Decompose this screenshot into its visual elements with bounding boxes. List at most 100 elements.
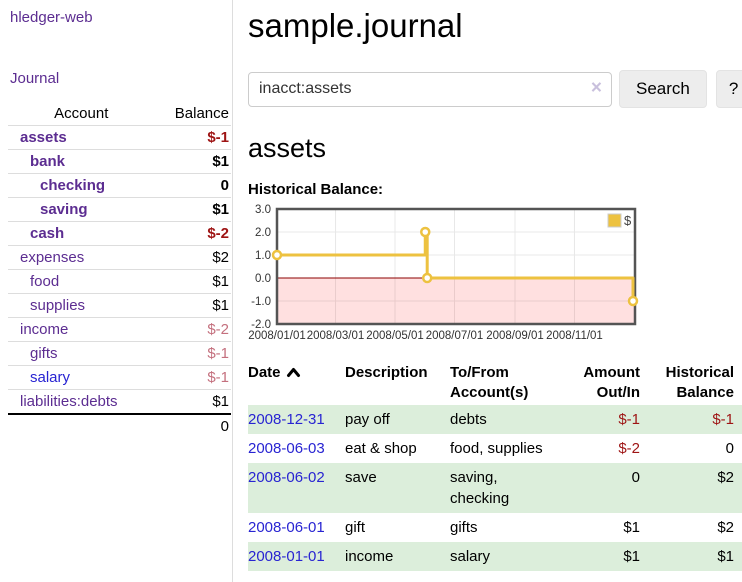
account-row-checking: checking 0 xyxy=(8,173,231,198)
account-row-liabilities-debts: liabilities:debts $1 xyxy=(8,389,231,415)
page-title: sample.journal xyxy=(248,7,463,44)
transaction-date-link[interactable]: 2008-06-02 xyxy=(248,469,325,486)
help-button[interactable]: ? xyxy=(715,70,742,108)
accounts-header-balance: Balance xyxy=(174,105,229,122)
account-link-cash[interactable]: cash xyxy=(30,225,65,242)
transaction-description: income xyxy=(345,548,394,565)
svg-text:2008/05/01: 2008/05/01 xyxy=(366,330,424,342)
register-row: 2008-06-03 eat & shop food, supplies $-2… xyxy=(248,434,742,463)
transaction-balance: $1 xyxy=(717,548,734,565)
accounts-header-account: Account xyxy=(54,105,109,122)
account-link-liabilities-debts[interactable]: liabilities:debts xyxy=(20,393,118,410)
svg-text:2008/07/01: 2008/07/01 xyxy=(426,330,484,342)
svg-text:2008/01/01: 2008/01/01 xyxy=(248,330,306,342)
account-row-supplies: supplies $1 xyxy=(8,293,231,318)
account-balance: $-1 xyxy=(207,369,229,386)
account-row-salary: salary $-1 xyxy=(8,365,231,390)
transaction-date-link[interactable]: 2008-06-03 xyxy=(248,440,325,457)
svg-text:2008/03/01: 2008/03/01 xyxy=(307,330,365,342)
transaction-balance: $2 xyxy=(717,469,734,486)
transaction-balance: $2 xyxy=(717,519,734,536)
sidebar: hledger-web Journal Account Balance asse… xyxy=(0,0,233,582)
date-header-label: Date xyxy=(248,364,281,381)
account-heading: assets xyxy=(248,133,327,163)
account-balance: $-2 xyxy=(207,321,229,338)
register-header-tofrom: To/From Account(s) xyxy=(450,364,529,401)
sort-ascending-icon xyxy=(286,368,300,377)
register-row: 2008-12-31 pay off debts $-1 $-1 xyxy=(248,405,742,434)
account-link-supplies[interactable]: supplies xyxy=(30,297,86,314)
transaction-date-link[interactable]: 2008-01-01 xyxy=(248,548,325,565)
account-balance: $-1 xyxy=(207,129,229,146)
transaction-description: gift xyxy=(345,519,366,536)
search-input[interactable] xyxy=(248,71,612,107)
transaction-accounts: gifts xyxy=(450,519,478,536)
search-form: × Search ? xyxy=(248,70,742,108)
register-table: Date Description To/From Account(s) Amou… xyxy=(248,361,742,571)
register-row: 2008-06-01 gift gifts $1 $2 xyxy=(248,513,742,542)
transaction-amount: 0 xyxy=(631,469,640,486)
transaction-amount: $-2 xyxy=(618,440,640,457)
svg-text:$: $ xyxy=(624,213,632,228)
account-balance: $-1 xyxy=(207,345,229,362)
search-button[interactable]: Search xyxy=(619,70,707,108)
transaction-amount: $-1 xyxy=(618,411,640,428)
register-row: 2008-01-01 income salary $1 $1 xyxy=(248,542,742,571)
account-link-salary[interactable]: salary xyxy=(30,369,71,386)
svg-text:1.0: 1.0 xyxy=(255,250,271,262)
transaction-description: eat & shop xyxy=(345,440,417,457)
account-balance: $1 xyxy=(212,393,229,410)
account-link-expenses[interactable]: expenses xyxy=(20,249,85,266)
account-link-checking[interactable]: checking xyxy=(40,177,106,194)
account-balance: $2 xyxy=(212,249,229,266)
register-header-balance: Historical Balance xyxy=(665,364,734,401)
chart-title: Historical Balance: xyxy=(248,181,384,198)
account-row-income: income $-2 xyxy=(8,317,231,342)
accounts-total-row: 0 xyxy=(8,414,231,438)
register-header-amount: Amount Out/In xyxy=(583,364,640,401)
account-row-saving: saving $1 xyxy=(8,197,231,222)
transaction-balance: 0 xyxy=(725,440,734,457)
account-row-bank: bank $1 xyxy=(8,149,231,174)
register-header-date: Date xyxy=(248,361,345,405)
transaction-accounts: debts xyxy=(450,411,487,428)
svg-text:2008/11/01: 2008/11/01 xyxy=(546,330,603,342)
account-balance: 0 xyxy=(220,177,229,194)
account-balance: $1 xyxy=(212,297,229,314)
clear-search-icon[interactable]: × xyxy=(590,77,602,99)
app-brand-link[interactable]: hledger-web xyxy=(10,9,93,26)
account-link-gifts[interactable]: gifts xyxy=(30,345,58,362)
transaction-accounts: salary xyxy=(450,548,491,565)
svg-text:2.0: 2.0 xyxy=(255,227,271,239)
main-content: sample.journal × Search ? assets Histori… xyxy=(248,0,742,571)
account-link-income[interactable]: income xyxy=(20,321,69,338)
account-balance: $1 xyxy=(212,153,229,170)
transaction-accounts: saving, checking xyxy=(450,469,510,507)
svg-text:-2.0: -2.0 xyxy=(251,319,271,331)
account-balance: $1 xyxy=(212,273,229,290)
transaction-description: pay off xyxy=(345,411,390,428)
account-balance: $-2 xyxy=(207,225,229,242)
account-link-saving[interactable]: saving xyxy=(40,201,88,218)
accounts-table: Account Balance assets $-1 bank $1 check… xyxy=(8,102,231,438)
transaction-description: save xyxy=(345,469,377,486)
account-link-food[interactable]: food xyxy=(30,273,60,290)
account-link-assets[interactable]: assets xyxy=(20,129,67,146)
sidebar-item-journal[interactable]: Journal xyxy=(10,70,60,87)
svg-text:0.0: 0.0 xyxy=(255,273,271,285)
account-row-food: food $1 xyxy=(8,269,231,294)
svg-text:-1.0: -1.0 xyxy=(251,296,271,308)
transaction-balance: $-1 xyxy=(712,411,734,428)
accounts-header-row: Account Balance xyxy=(8,102,231,126)
register-row: 2008-06-02 save saving, checking 0 $2 xyxy=(248,463,742,513)
account-row-assets: assets $-1 xyxy=(8,125,231,150)
account-row-cash: cash $-2 xyxy=(8,221,231,246)
transaction-date-link[interactable]: 2008-06-01 xyxy=(248,519,325,536)
account-link-bank[interactable]: bank xyxy=(30,153,66,170)
transaction-date-link[interactable]: 2008-12-31 xyxy=(248,411,325,428)
transaction-accounts: food, supplies xyxy=(450,440,543,457)
register-header-row: Date Description To/From Account(s) Amou… xyxy=(248,361,742,405)
transaction-amount: $1 xyxy=(623,519,640,536)
svg-text:3.0: 3.0 xyxy=(255,204,271,216)
